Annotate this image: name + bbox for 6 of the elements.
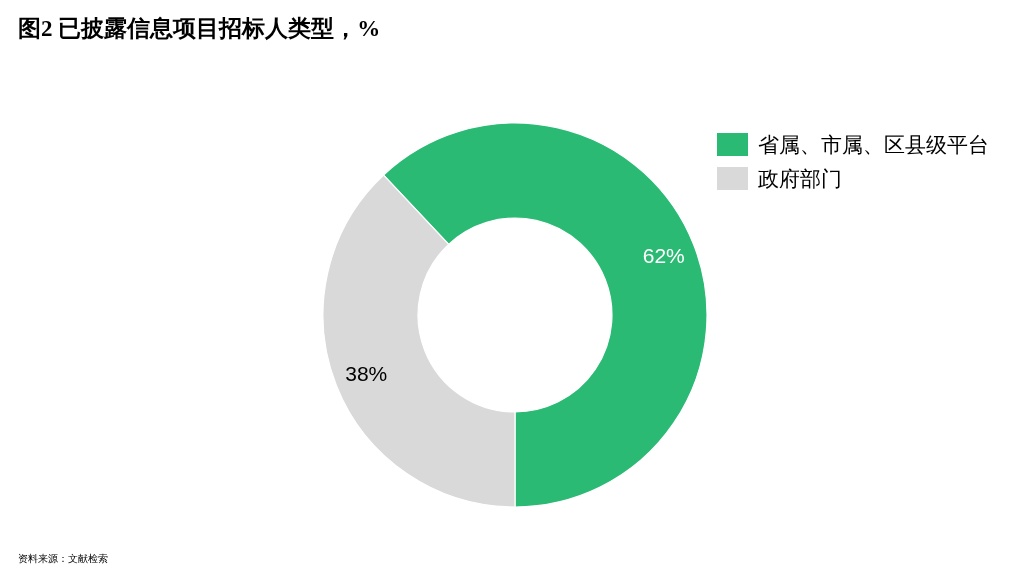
data-label: 62% (642, 244, 685, 268)
text: 资料来源：文献检索 (18, 552, 108, 564)
chart-title: 图2 已披露信息项目招标人类型，% (18, 16, 381, 42)
legend-label: 政府部门 (758, 167, 842, 192)
data-label: 38% (345, 362, 388, 386)
legend-label: 省属、市属、区县级平台 (758, 133, 989, 158)
